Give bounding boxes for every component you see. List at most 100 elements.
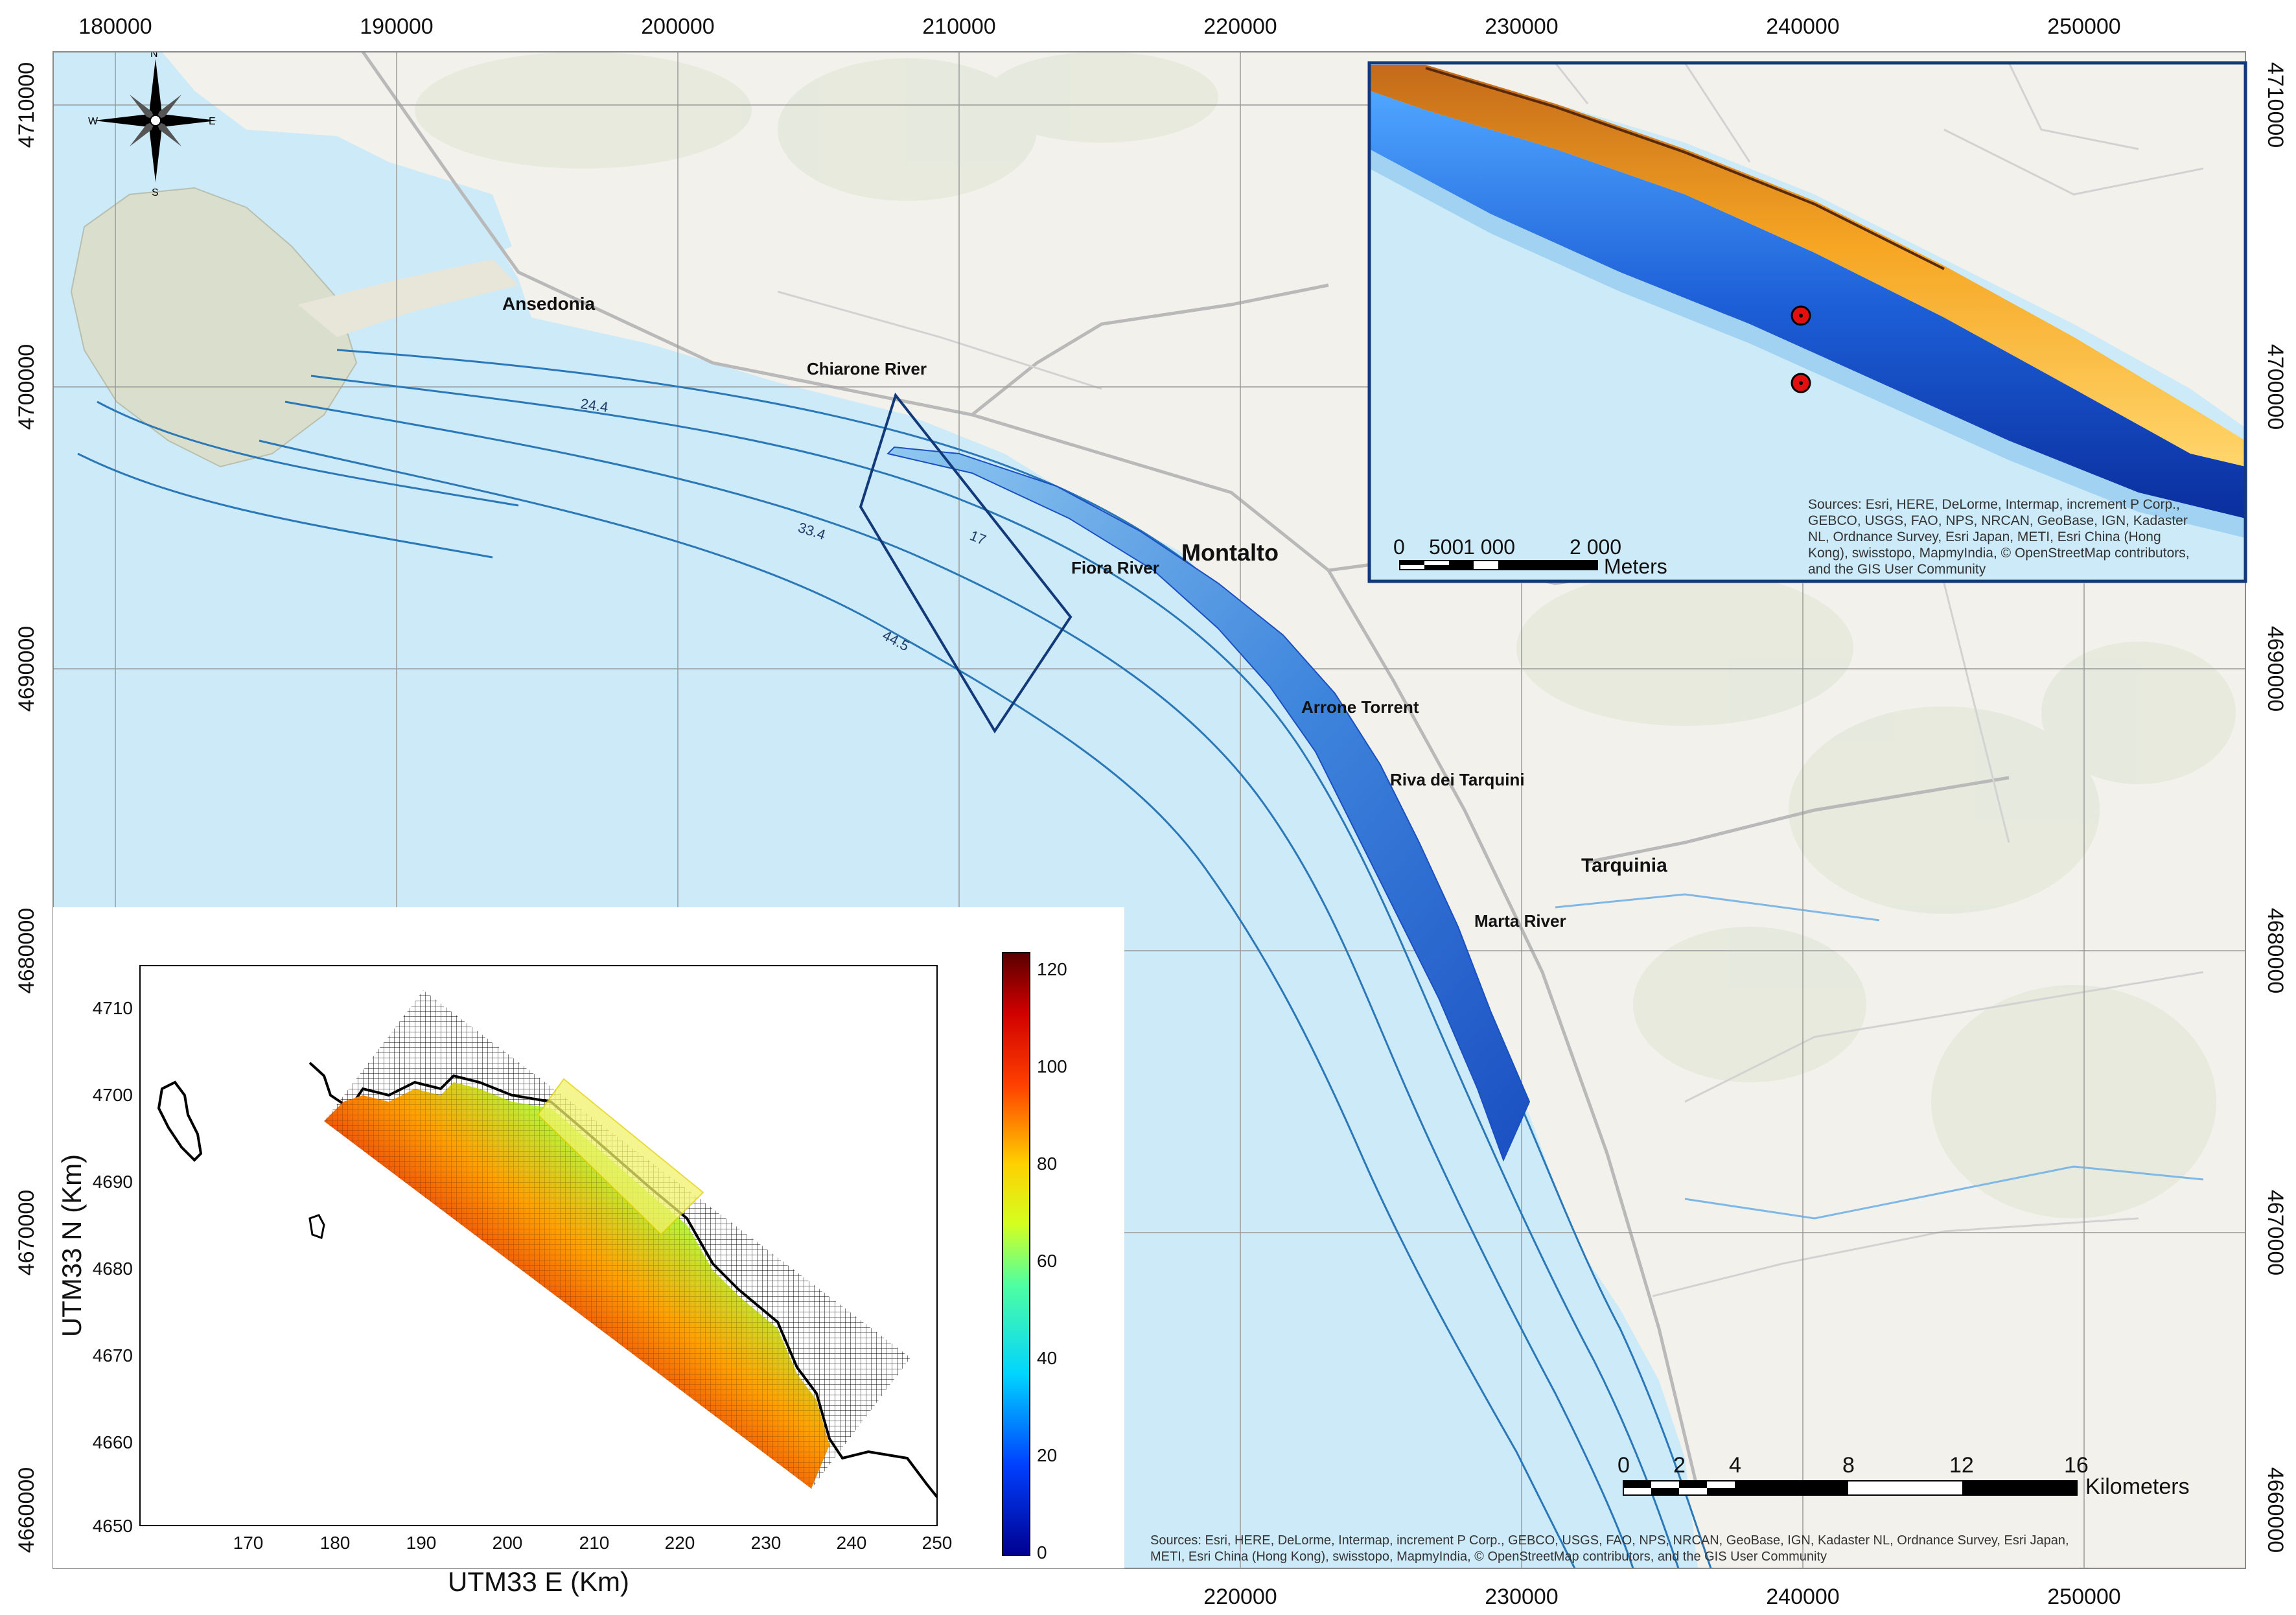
- inset-attribution-line: and the GIS User Community: [1808, 562, 1986, 577]
- x-tick-label: 240000: [1766, 1585, 1839, 1609]
- x-tick-label: 250000: [2047, 14, 2120, 39]
- y-tick-label: 4650: [93, 1516, 133, 1536]
- rivers: [1555, 893, 2204, 1220]
- bottom-axis-labels: 220000 230000 240000 250000: [1203, 1585, 2120, 1609]
- x-tick-label: 220000: [1203, 1585, 1277, 1609]
- left-axis-labels: 4710000 4700000 4690000 4680000 4670000 …: [14, 62, 39, 1553]
- x-tick-label: 210000: [922, 14, 995, 39]
- compass-s: S: [152, 187, 159, 198]
- inset-scale-unit: Meters: [1604, 555, 1667, 578]
- x-tick-label: 180: [320, 1533, 351, 1553]
- plot-ylabel: UTM33 N (Km): [56, 1154, 87, 1337]
- y-tick-label: 4660: [93, 1432, 133, 1452]
- y-tick-label: 4710000: [2263, 62, 2288, 148]
- place-label-montalto: Montalto: [1181, 539, 1279, 566]
- compass-n: N: [150, 49, 158, 60]
- place-label-fiora: Fiora River: [1071, 558, 1159, 577]
- y-tick-label: 4680000: [2263, 908, 2288, 993]
- scale-bar-label: 4: [1729, 1453, 1741, 1478]
- inset-attribution-line: GEBCO, USGS, FAO, NPS, NRCAN, GeoBase, I…: [1808, 513, 2188, 528]
- place-label-marta: Marta River: [1474, 911, 1566, 931]
- x-tick-label: 200: [493, 1533, 523, 1553]
- road-network: [361, 52, 2010, 1491]
- right-axis-labels: 4710000 4700000 4690000 4680000 4670000 …: [2263, 62, 2288, 1553]
- x-tick-label: 170: [233, 1533, 264, 1553]
- y-tick-label: 4670000: [14, 1190, 39, 1275]
- place-label-tarquinia: Tarquinia: [1581, 855, 1667, 876]
- y-tick-label: 4710: [93, 998, 133, 1018]
- nearshore-bathymetry: [887, 446, 1531, 1162]
- mesh-overlay: [324, 1082, 829, 1489]
- y-tick-label: 4680: [93, 1259, 133, 1279]
- y-tick-label: 4690000: [14, 626, 39, 712]
- inset-scale-label: 0: [1393, 535, 1405, 559]
- scale-bar-label: 12: [1949, 1453, 1974, 1478]
- x-tick-label: 220: [665, 1533, 695, 1553]
- inset-attribution-line: Sources: Esri, HERE, DeLorme, Intermap, …: [1808, 497, 2180, 512]
- y-tick-label: 4670: [93, 1345, 133, 1365]
- y-tick-label: 4660000: [14, 1467, 39, 1553]
- colorbar-tick-label: 80: [1037, 1154, 1057, 1174]
- contour-label: 24.4: [579, 395, 609, 415]
- colorbar-tick-label: 60: [1037, 1251, 1057, 1271]
- x-tick-label: 240: [837, 1533, 867, 1553]
- x-tick-label: 190000: [360, 14, 433, 39]
- colorbar-tick-label: 120: [1037, 959, 1067, 979]
- x-tick-label: 190: [406, 1533, 437, 1553]
- argentario-promontory: [70, 187, 358, 468]
- inset-scale-label: 2 000: [1570, 535, 1621, 559]
- x-tick-label: 180000: [78, 14, 152, 39]
- inset-attribution-line: Kong), swisstopo, MapmyIndia, © OpenStre…: [1808, 546, 2190, 561]
- top-axis-labels: 180000 190000 200000 210000 220000 23000…: [78, 14, 2120, 39]
- scale-bar-label: 16: [2064, 1453, 2089, 1478]
- scale-bar-km: 0 2 4 8 12 16 Kilometers: [1618, 1453, 2190, 1499]
- tombolo: [298, 259, 518, 337]
- map-attribution-line: METI, Esri China (Hong Kong), swisstopo,…: [1150, 1550, 1827, 1564]
- y-tick-label: 4700: [93, 1085, 133, 1105]
- inset-detail-map: 0 500 1 000 2 000 Meters Sources: Esri, …: [1367, 61, 2247, 583]
- colorbar-ticks: 120 100 80 60 40 20 0: [1037, 959, 1067, 1563]
- inset-attribution-line: NL, Ordnance Survey, Esri Japan, METI, E…: [1808, 529, 2161, 544]
- scale-bar-label: 0: [1618, 1453, 1630, 1478]
- place-label-ansedonia: Ansedonia: [502, 294, 596, 314]
- main-map-frame: [52, 51, 2246, 1569]
- north-arrow-icon: N S E W: [88, 49, 217, 198]
- y-tick-label: 4700000: [2263, 344, 2288, 430]
- colorbar-tick-label: 20: [1037, 1445, 1057, 1465]
- plot-xlabel: UTM33 E (Km): [448, 1566, 629, 1597]
- nested-fine-grid: [537, 1078, 704, 1236]
- x-tick-label: 230: [751, 1533, 782, 1553]
- y-tick-label: 4670000: [2263, 1190, 2288, 1275]
- x-tick-label: 230000: [1485, 1585, 1558, 1609]
- y-tick-label: 4680000: [14, 908, 39, 993]
- compass-e: E: [209, 116, 216, 127]
- inset-scale-label: 500: [1429, 535, 1463, 559]
- inset-scale-label: 1 000: [1463, 535, 1515, 559]
- place-label-arrone: Arrone Torrent: [1301, 697, 1419, 717]
- inset-attribution: Sources: Esri, HERE, DeLorme, Intermap, …: [1808, 497, 2190, 577]
- y-tick-label: 4660000: [2263, 1467, 2288, 1553]
- colorbar: [1002, 952, 1030, 1556]
- x-tick-label: 230000: [1485, 14, 1558, 39]
- compass-w: W: [88, 116, 99, 127]
- map-attribution-line: Sources: Esri, HERE, DeLorme, Intermap, …: [1150, 1533, 2069, 1548]
- y-tick-label: 4690000: [2263, 626, 2288, 712]
- place-label-riva: Riva dei Tarquini: [1390, 770, 1525, 789]
- y-tick-label: 4690: [93, 1172, 133, 1192]
- island-outline: [157, 1080, 203, 1162]
- scale-bar-label: 8: [1842, 1453, 1855, 1478]
- hillshade-texture: [415, 52, 2236, 1218]
- place-label-chiarone: Chiarone River: [807, 359, 927, 378]
- plot-axis-y: 4710 4700 4690 4680 4670 4660 4650: [93, 998, 133, 1536]
- colorbar-tick-label: 40: [1037, 1348, 1057, 1368]
- lagoon: [272, 162, 512, 272]
- plot-axis-x: 170 180 190 200 210 220 230 240 250: [233, 1533, 953, 1553]
- islet-outline: [308, 1214, 325, 1239]
- y-tick-label: 4710000: [14, 62, 39, 148]
- scale-bar-unit: Kilometers: [2085, 1474, 2190, 1499]
- x-tick-label: 250000: [2047, 1585, 2120, 1609]
- x-tick-label: 240000: [1766, 14, 1839, 39]
- colorbar-tick-label: 100: [1037, 1056, 1067, 1076]
- graticule: [53, 52, 2245, 1568]
